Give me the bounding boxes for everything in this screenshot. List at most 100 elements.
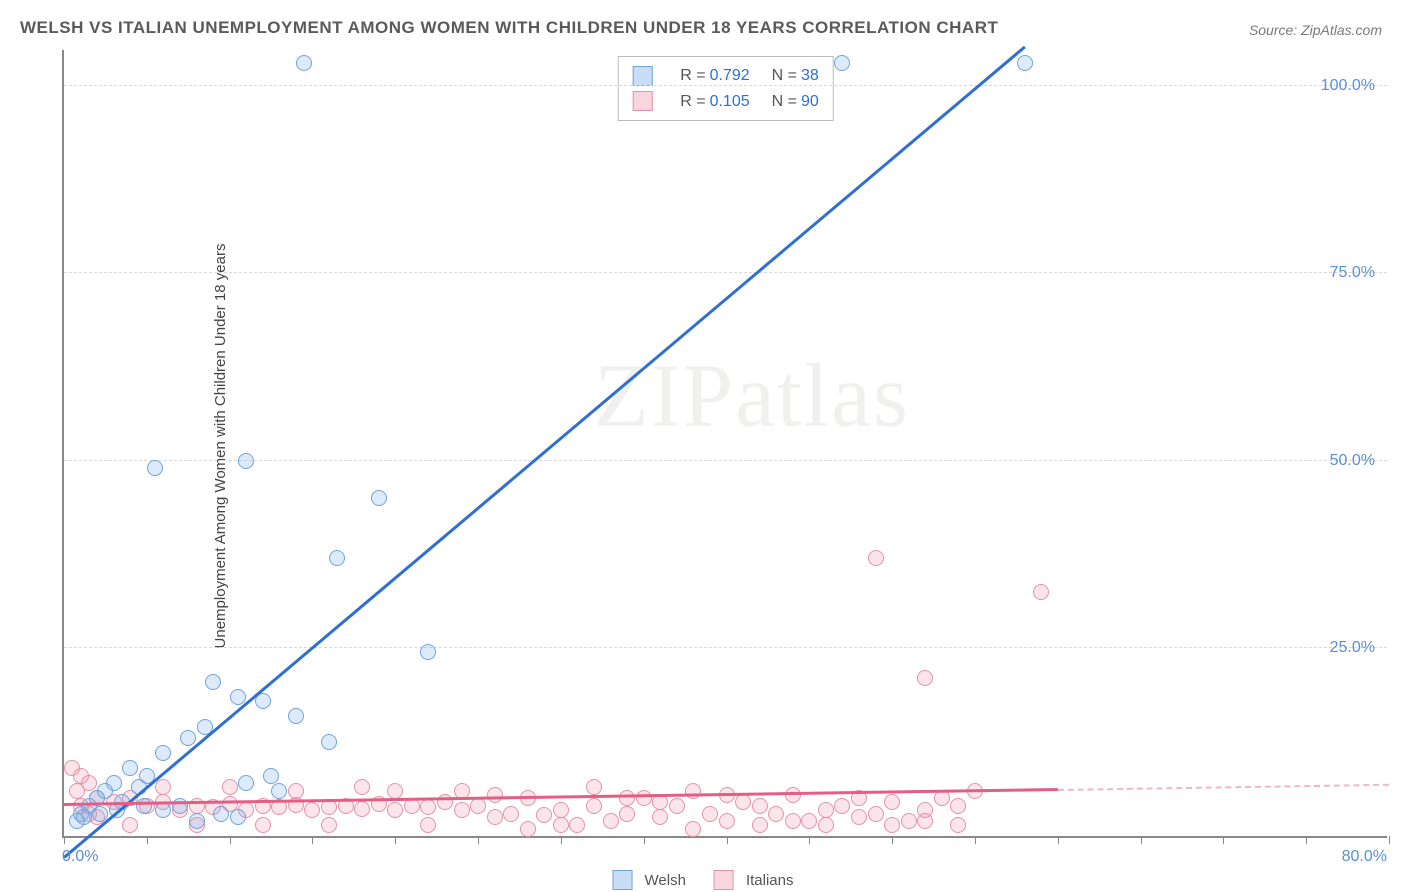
welsh-r-value: 0.792 (710, 67, 750, 84)
trend-line-italian (1058, 784, 1389, 791)
stats-box: R =0.792 N =38 R =0.105 N =90 (617, 56, 834, 121)
data-point-italian (834, 798, 850, 814)
x-tick (727, 836, 728, 844)
data-point-italian (569, 817, 585, 833)
data-point-welsh (238, 775, 254, 791)
data-point-italian (702, 806, 718, 822)
data-point-italian (619, 806, 635, 822)
x-tick (975, 836, 976, 844)
data-point-italian (503, 806, 519, 822)
data-point-welsh (288, 708, 304, 724)
data-point-welsh (420, 644, 436, 660)
data-point-italian (420, 817, 436, 833)
data-point-italian (818, 802, 834, 818)
data-point-welsh (321, 734, 337, 750)
data-point-italian (884, 794, 900, 810)
data-point-italian (719, 813, 735, 829)
data-point-italian (884, 817, 900, 833)
x-tick (809, 836, 810, 844)
data-point-italian (868, 806, 884, 822)
legend-label-italian: Italians (746, 872, 794, 889)
x-tick (1141, 836, 1142, 844)
data-point-welsh (371, 490, 387, 506)
data-point-italian (652, 794, 668, 810)
gridline (64, 85, 1387, 86)
data-point-italian (586, 798, 602, 814)
data-point-italian (536, 807, 552, 823)
welsh-n-value: 38 (801, 67, 819, 84)
x-tick (1058, 836, 1059, 844)
y-tick-label: 100.0% (1321, 77, 1375, 95)
plot-area: ZIPatlas R =0.792 N =38 R =0.105 N =90 2… (62, 50, 1387, 838)
x-tick (64, 836, 65, 844)
data-point-italian (752, 798, 768, 814)
gridline (64, 460, 1387, 461)
watermark: ZIPatlas (594, 344, 910, 447)
data-point-italian (752, 817, 768, 833)
x-tick (1306, 836, 1307, 844)
data-point-italian (155, 779, 171, 795)
data-point-italian (255, 817, 271, 833)
data-point-italian (420, 799, 436, 815)
data-point-italian (917, 670, 933, 686)
x-tick (312, 836, 313, 844)
data-point-italian (619, 790, 635, 806)
data-point-italian (768, 806, 784, 822)
data-point-welsh (76, 809, 92, 825)
italian-n-value: 90 (801, 93, 819, 110)
data-point-italian (901, 813, 917, 829)
x-tick-label: 80.0% (1342, 848, 1387, 866)
data-point-italian (1033, 584, 1049, 600)
data-point-italian (818, 817, 834, 833)
data-point-italian (354, 801, 370, 817)
data-point-italian (868, 550, 884, 566)
data-point-italian (950, 817, 966, 833)
gridline (64, 272, 1387, 273)
data-point-italian (288, 783, 304, 799)
swatch-welsh-icon (632, 66, 652, 86)
data-point-welsh (155, 802, 171, 818)
x-tick (644, 836, 645, 844)
data-point-italian (851, 809, 867, 825)
data-point-italian (636, 790, 652, 806)
data-point-italian (669, 798, 685, 814)
data-point-italian (387, 783, 403, 799)
data-point-italian (69, 783, 85, 799)
x-tick (230, 836, 231, 844)
data-point-italian (454, 802, 470, 818)
data-point-welsh (205, 674, 221, 690)
data-point-welsh (147, 460, 163, 476)
data-point-welsh (329, 550, 345, 566)
trend-line-welsh (63, 46, 1025, 858)
data-point-welsh (1017, 55, 1033, 71)
x-tick (478, 836, 479, 844)
source-attribution: Source: ZipAtlas.com (1249, 22, 1382, 38)
y-tick-label: 50.0% (1330, 452, 1375, 470)
data-point-welsh (834, 55, 850, 71)
data-point-italian (470, 798, 486, 814)
data-point-welsh (263, 768, 279, 784)
data-point-italian (520, 821, 536, 837)
data-point-italian (487, 809, 503, 825)
data-point-welsh (230, 809, 246, 825)
legend-item-italian: Italians (714, 870, 794, 890)
data-point-welsh (213, 806, 229, 822)
data-point-italian (652, 809, 668, 825)
swatch-italian-icon (632, 91, 652, 111)
x-tick (1389, 836, 1390, 844)
x-tick-label: 0.0% (62, 848, 98, 866)
italian-r-value: 0.105 (710, 93, 750, 110)
data-point-italian (801, 813, 817, 829)
stats-row-italian: R =0.105 N =90 (632, 89, 819, 115)
data-point-italian (603, 813, 619, 829)
data-point-welsh (189, 813, 205, 829)
data-point-italian (950, 798, 966, 814)
data-point-welsh (97, 783, 113, 799)
y-tick-label: 25.0% (1330, 639, 1375, 657)
x-tick (561, 836, 562, 844)
data-point-welsh (238, 453, 254, 469)
data-point-italian (321, 817, 337, 833)
data-point-welsh (296, 55, 312, 71)
data-point-italian (222, 779, 238, 795)
data-point-italian (304, 802, 320, 818)
